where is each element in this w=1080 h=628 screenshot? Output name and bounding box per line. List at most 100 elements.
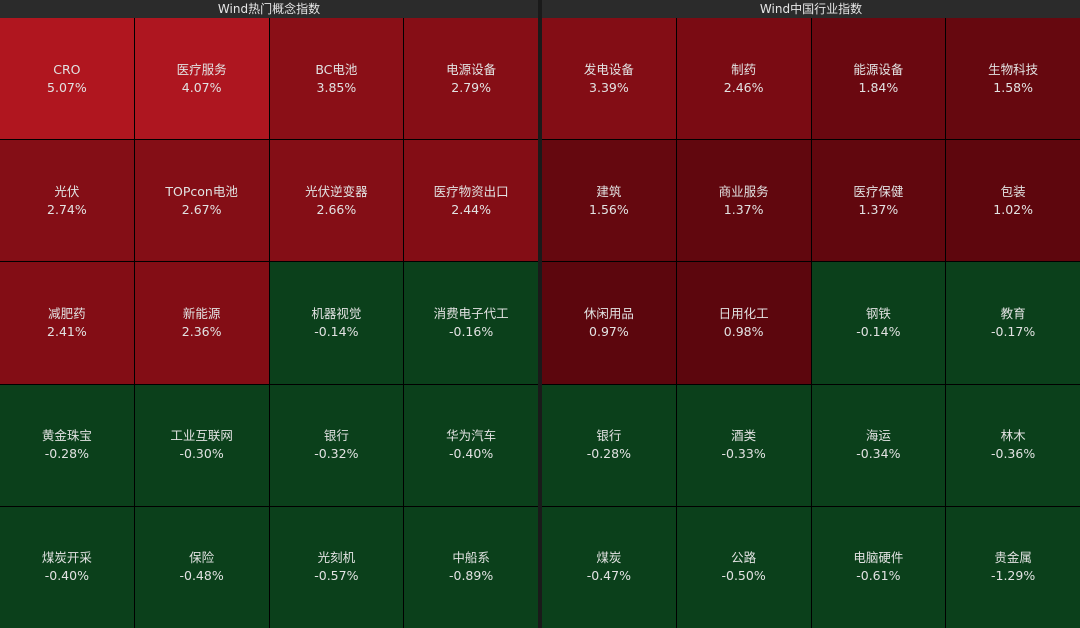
tile-value: -0.33% [721,446,766,462]
tile[interactable]: 制药 2.46% [676,18,811,140]
tile[interactable]: 机器视觉 -0.14% [269,262,404,384]
tile-grid: 发电设备 3.39% 制药 2.46% 能源设备 1.84% 生物科技 1.58% 建筑 1.56… [542,18,1080,628]
tile[interactable]: 日用化工 0.98% [676,262,811,384]
tile-label: 钢铁 [865,305,891,321]
tile[interactable]: BC电池 3.85% [269,18,404,140]
tile-value: -0.40% [449,446,494,462]
tile-value: -0.14% [856,323,901,339]
tile[interactable]: 中船系 -0.89% [404,506,538,628]
tile-label: 煤炭 [596,550,622,566]
tile-value: 1.37% [858,201,899,217]
tile-label: 华为汽车 [446,428,497,444]
tile[interactable]: 生物科技 1.58% [946,18,1080,140]
tile[interactable]: 酒类 -0.33% [676,384,811,506]
tile-value: 2.46% [723,79,764,95]
tile[interactable]: 煤炭 -0.47% [542,506,676,628]
tile[interactable]: 教育 -0.17% [946,262,1080,384]
tile[interactable]: 工业互联网 -0.30% [134,384,269,506]
tile-value: 1.37% [723,201,764,217]
tile[interactable]: 光刻机 -0.57% [269,506,404,628]
tile-label: 保险 [189,550,215,566]
tile[interactable]: 发电设备 3.39% [542,18,676,140]
tile[interactable]: 电脑硬件 -0.61% [811,506,946,628]
tile[interactable]: 减肥药 2.41% [0,262,134,384]
tile-value: -0.28% [586,446,631,462]
tile[interactable]: CRO 5.07% [0,18,134,140]
tile-label: 发电设备 [583,61,634,77]
tile[interactable]: 钢铁 -0.14% [811,262,946,384]
tile-label: 生物科技 [988,61,1039,77]
tile-grid: CRO 5.07% 医疗服务 4.07% BC电池 3.85% 电源设备 2.79% 光伏 2.7… [0,18,538,628]
tile-value: 2.74% [47,201,87,217]
tile-label: 医疗保健 [853,183,904,199]
tile[interactable]: 新能源 2.36% [134,262,269,384]
panel-title: Wind热门概念指数 [0,0,538,18]
tile-label: 银行 [323,428,349,444]
tile-value: 4.07% [181,79,222,95]
tile-label: 新能源 [182,305,221,321]
tile[interactable]: 能源设备 1.84% [811,18,946,140]
tile-label: 公路 [731,550,757,566]
tile-label: 休闲用品 [583,305,634,321]
tile[interactable]: 光伏 2.74% [0,140,134,262]
tile[interactable]: 医疗保健 1.37% [811,140,946,262]
tile[interactable]: 黄金珠宝 -0.28% [0,384,134,506]
tile-value: 2.79% [451,79,491,95]
tile-label: 银行 [596,428,622,444]
tile[interactable]: 电源设备 2.79% [404,18,538,140]
tile-label: 黄金珠宝 [41,428,92,444]
tile-label: 机器视觉 [311,305,362,321]
tile-label: 煤炭开采 [41,550,92,566]
tile-value: -0.32% [314,446,359,462]
tile-value: -0.30% [179,446,224,462]
tile-value: 0.97% [589,323,629,339]
tile-label: 消费电子代工 [433,305,509,321]
tile-value: 5.07% [47,79,87,95]
tile[interactable]: 保险 -0.48% [134,506,269,628]
tile[interactable]: 商业服务 1.37% [676,140,811,262]
tile[interactable]: 华为汽车 -0.40% [404,384,538,506]
tile-value: 0.98% [723,323,764,339]
tile-label: 光伏 [54,183,80,199]
tile-value: 2.36% [181,323,222,339]
tile[interactable]: 贵金属 -1.29% [946,506,1080,628]
tile-value: 1.02% [993,201,1033,217]
tile[interactable]: 海运 -0.34% [811,384,946,506]
tile-label: 能源设备 [853,61,904,77]
tile-value: -0.17% [991,323,1036,339]
tile[interactable]: TOPcon电池 2.67% [134,140,269,262]
tile-label: 医疗服务 [176,61,227,77]
tile-label: 日用化工 [718,305,769,321]
tile-value: 1.58% [993,79,1033,95]
tile[interactable]: 光伏逆变器 2.66% [269,140,404,262]
tile-value: -0.36% [991,446,1036,462]
tile[interactable]: 银行 -0.28% [542,384,676,506]
tile[interactable]: 医疗物资出口 2.44% [404,140,538,262]
tile-value: 2.41% [47,323,87,339]
tile[interactable]: 银行 -0.32% [269,384,404,506]
panel-title: Wind中国行业指数 [542,0,1080,18]
tile[interactable]: 包装 1.02% [946,140,1080,262]
tile[interactable]: 林木 -0.36% [946,384,1080,506]
tile[interactable]: 建筑 1.56% [542,140,676,262]
tile-label: 酒类 [731,428,757,444]
tile-value: 1.84% [858,79,899,95]
tile[interactable]: 公路 -0.50% [676,506,811,628]
tile-label: 中船系 [452,550,490,566]
tile-label: 减肥药 [48,305,86,321]
tile-label: 电脑硬件 [853,550,904,566]
tile-value: 2.66% [316,201,357,217]
tile[interactable]: 煤炭开采 -0.40% [0,506,134,628]
tile-value: 2.67% [181,201,222,217]
tile-value: 3.85% [316,79,357,95]
tile-label: 建筑 [596,183,622,199]
tile[interactable]: 消费电子代工 -0.16% [404,262,538,384]
tile[interactable]: 休闲用品 0.97% [542,262,676,384]
tile-label: 电源设备 [446,61,497,77]
tile-label: 工业互联网 [170,428,233,444]
panel: Wind中国行业指数 发电设备 3.39% 制药 2.46% 能源设备 1.84% 生物科技 1… [542,0,1080,628]
tile-value: 2.44% [451,201,491,217]
tile[interactable]: 医疗服务 4.07% [134,18,269,140]
tile-label: 光伏逆变器 [305,183,368,199]
